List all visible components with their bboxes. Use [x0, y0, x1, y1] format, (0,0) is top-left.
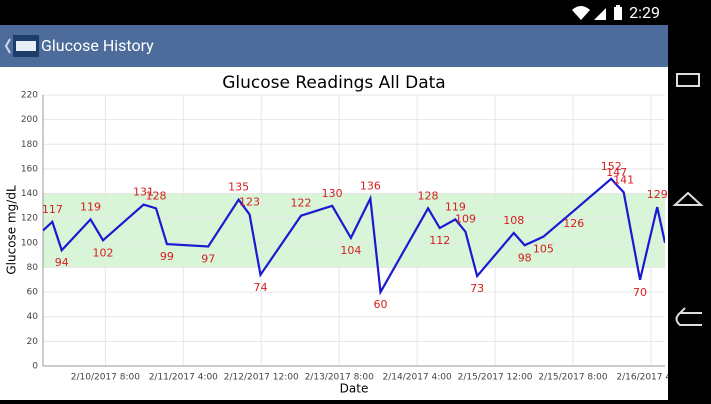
- data-label: 136: [360, 179, 381, 192]
- data-label: 94: [55, 256, 69, 269]
- data-label: 104: [340, 244, 361, 257]
- data-label: 141: [613, 173, 634, 186]
- data-label: 131: [133, 186, 154, 199]
- y-tick-label: 180: [21, 140, 38, 150]
- y-tick-label: 80: [27, 263, 39, 273]
- data-label: 73: [470, 282, 484, 295]
- recent-button[interactable]: [676, 73, 700, 87]
- data-label: 152: [601, 160, 622, 173]
- y-tick-label: 20: [27, 337, 39, 347]
- y-tick-label: 160: [21, 164, 38, 174]
- status-bar: 2:29: [0, 0, 668, 25]
- data-label: 112: [429, 234, 450, 247]
- x-tick-label: 2/13/2017 8:00: [305, 373, 374, 383]
- x-tick-label: 2/12/2017 12:00: [224, 373, 299, 383]
- chart-title: Glucose Readings All Data: [222, 73, 445, 93]
- data-label: 102: [93, 246, 114, 259]
- data-label: 109: [455, 213, 476, 226]
- home-button[interactable]: [672, 191, 704, 206]
- x-tick-label: 2/16/2017 4:00: [616, 373, 668, 383]
- y-tick-label: 140: [21, 189, 38, 199]
- back-button[interactable]: [675, 307, 703, 326]
- data-label: 128: [146, 189, 167, 202]
- glucose-line: [43, 177, 665, 296]
- x-tick-label: 2/11/2017 4:00: [149, 373, 218, 383]
- data-label: 128: [418, 189, 439, 202]
- data-label: 135: [228, 181, 249, 194]
- data-label: 108: [503, 214, 524, 227]
- y-tick-label: 40: [27, 312, 39, 322]
- data-label: 119: [80, 200, 101, 213]
- x-tick-label: 2/10/2017 8:00: [71, 373, 140, 383]
- y-axis-title: Glucose mg/dL: [5, 185, 19, 275]
- nav-icons: [672, 73, 704, 326]
- data-label: 60: [374, 298, 388, 311]
- y-tick-label: 100: [21, 238, 38, 248]
- y-tick-label: 60: [27, 288, 39, 298]
- x-tick-label: 2/15/2017 12:00: [458, 373, 533, 383]
- data-label: 99: [160, 250, 174, 263]
- data-label: 105: [533, 243, 554, 256]
- data-label: 122: [290, 197, 311, 210]
- data-label: 129: [647, 188, 668, 201]
- x-axis-title: Date: [340, 382, 369, 396]
- nav-bar: [668, 0, 711, 400]
- y-tick-label: 200: [21, 115, 38, 125]
- y-tick-label: 120: [21, 214, 38, 224]
- data-label: 98: [518, 251, 532, 264]
- data-label: 147: [606, 166, 627, 179]
- x-tick-label: 2/14/2017 4:00: [383, 373, 452, 383]
- y-tick-label: 220: [21, 91, 38, 101]
- data-label: 70: [633, 286, 647, 299]
- y-tick-label: 0: [32, 362, 38, 372]
- data-label: 117: [42, 203, 63, 216]
- x-tick-label: 2/15/2017 8:00: [538, 373, 607, 383]
- data-label: 130: [322, 187, 343, 200]
- status-icons: [572, 5, 622, 20]
- app-title: Glucose History: [41, 36, 154, 55]
- clock: 2:29: [629, 3, 660, 22]
- plot: [43, 177, 665, 296]
- back-app-icon[interactable]: [2, 34, 40, 58]
- data-label: 126: [563, 217, 584, 230]
- data-label: 74: [253, 281, 267, 294]
- data-label: 97: [201, 253, 215, 266]
- app-bar: Glucose History: [0, 25, 668, 67]
- data-label: 119: [445, 200, 466, 213]
- chart: Glucose Readings All Data Glucose mg/dL …: [0, 67, 668, 400]
- data-label: 123: [239, 195, 260, 208]
